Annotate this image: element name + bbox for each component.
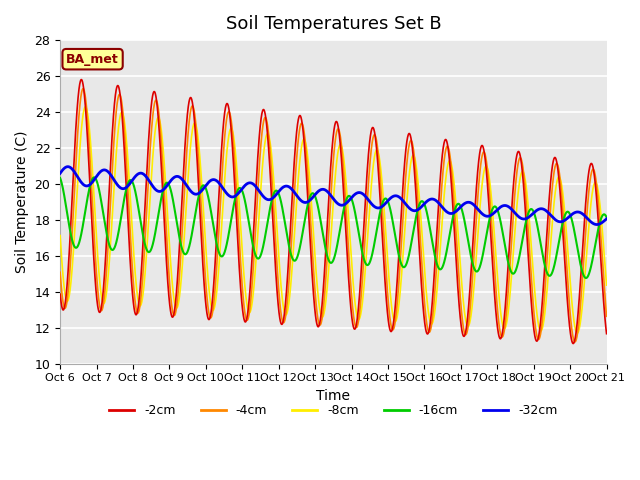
Legend: -2cm, -4cm, -8cm, -16cm, -32cm: -2cm, -4cm, -8cm, -16cm, -32cm bbox=[104, 399, 563, 422]
Title: Soil Temperatures Set B: Soil Temperatures Set B bbox=[225, 15, 441, 33]
Y-axis label: Soil Temperature (C): Soil Temperature (C) bbox=[15, 131, 29, 273]
Text: BA_met: BA_met bbox=[66, 53, 119, 66]
X-axis label: Time: Time bbox=[316, 389, 350, 403]
